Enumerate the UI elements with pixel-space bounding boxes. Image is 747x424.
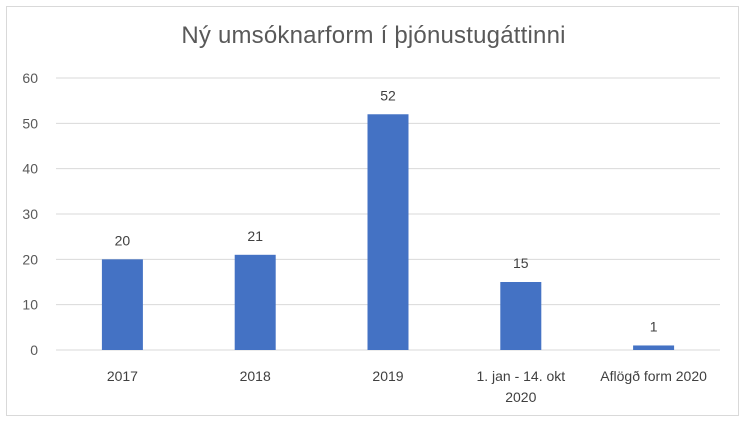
y-tick-label: 20 [22, 251, 38, 267]
x-axis: 2017 2018 2019 1. jan - 14. okt 2020 Aflögð f… [107, 368, 707, 405]
data-labels: 20 21 52 15 1 [115, 87, 658, 334]
x-tick-label: 2020 [505, 389, 536, 405]
data-label: 21 [247, 228, 263, 244]
x-tick-label: 2017 [107, 368, 138, 384]
data-label: 52 [380, 87, 396, 103]
y-tick-label: 30 [22, 206, 38, 222]
bar [367, 114, 409, 351]
y-tick-label: 10 [22, 297, 38, 313]
bar [633, 345, 675, 350]
x-tick-label: 2019 [372, 368, 403, 384]
y-tick-label: 40 [22, 161, 38, 177]
x-tick-label: 1. jan - 14. okt [476, 368, 565, 384]
data-label: 1 [650, 318, 658, 334]
data-label: 20 [115, 232, 131, 248]
bar [500, 282, 542, 350]
bar [101, 259, 143, 350]
x-tick-label: 2018 [240, 368, 271, 384]
data-label: 15 [513, 255, 529, 271]
chart-title: Ný umsóknarform í þjónustugáttinni [181, 22, 566, 49]
y-tick-label: 60 [22, 70, 38, 86]
x-tick-label: Aflögð form 2020 [600, 368, 707, 384]
y-tick-label: 50 [22, 115, 38, 131]
bars [101, 114, 675, 351]
bar [234, 254, 276, 350]
y-tick-label: 0 [30, 342, 38, 358]
y-axis: 0 10 20 30 40 50 60 [22, 70, 38, 358]
